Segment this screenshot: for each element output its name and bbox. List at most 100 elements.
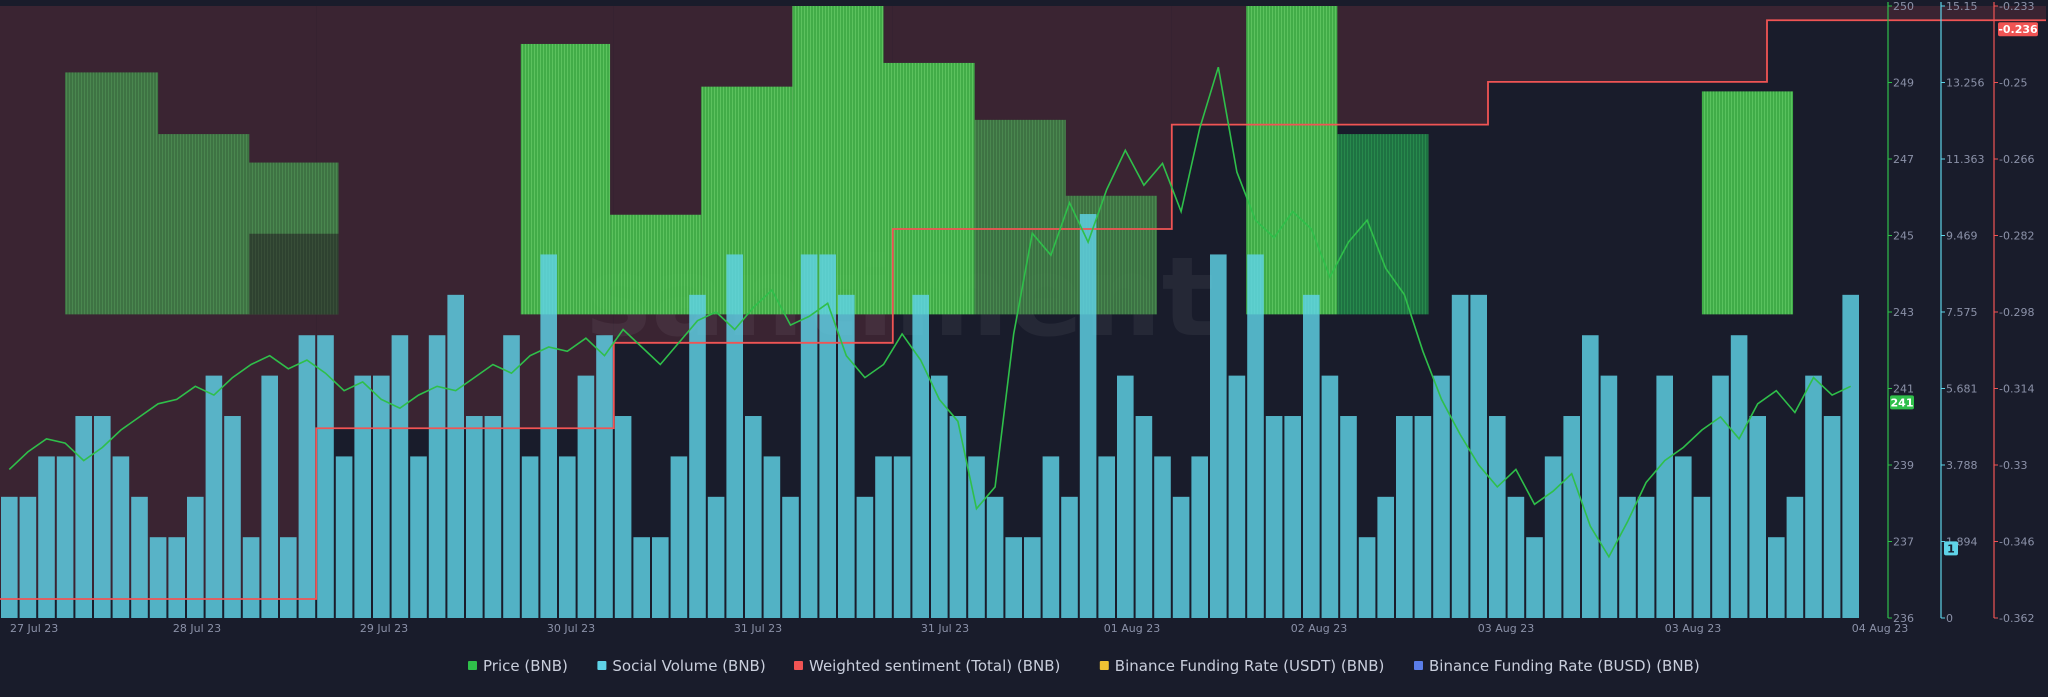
social-volume-bar [56, 456, 74, 618]
social-volume-bar [298, 335, 316, 618]
sentiment-badge-value: -0.236 [1998, 23, 2038, 36]
social-volume-bar [19, 496, 37, 618]
social-volume-bar [652, 537, 669, 618]
social-volume-bar [763, 456, 781, 618]
social-volume-bar [1414, 416, 1432, 618]
social-volume-bar [1358, 537, 1376, 618]
social-volume-bar [670, 456, 688, 618]
social-volume-bar [1656, 375, 1673, 618]
social-volume-bar [1117, 375, 1134, 618]
social-volume-bar [1600, 375, 1618, 618]
legend-swatch [1099, 661, 1109, 670]
social-volume-bar [1805, 375, 1822, 618]
price-axis-label: 236 [1893, 612, 1914, 625]
funding-rate-block [158, 134, 250, 315]
social-badge [1944, 541, 1958, 556]
legend-swatch [468, 661, 477, 670]
social-volume-bar [782, 496, 799, 618]
x-tick-label: 03 Aug 23 [1665, 622, 1721, 635]
social-volume-bar [1823, 416, 1841, 618]
sentiment-axis-label: -0.362 [1999, 612, 2034, 625]
social-volume-bar [466, 416, 483, 618]
legend-item: Binance Funding Rate (BUSD) (BNB) [1414, 657, 1700, 675]
x-tick-label: 29 Jul 23 [360, 622, 408, 635]
social-volume-bar [1489, 416, 1506, 618]
social-volume-bar [224, 416, 241, 618]
social-volume-bar [1786, 496, 1804, 618]
social-volume-bar [931, 375, 948, 618]
legend-label: Binance Funding Rate (BUSD) (BNB) [1429, 657, 1700, 675]
social-volume-bar [596, 335, 613, 618]
social-volume-bar [1749, 416, 1766, 618]
funding-rate-block [520, 43, 611, 315]
social-volume-bar [521, 456, 539, 618]
social-volume-bar [447, 294, 464, 618]
funding-rate-block [65, 72, 159, 315]
social-volume-bar [1377, 496, 1394, 618]
social-volume-bar [1544, 456, 1562, 618]
social-volume-bar [689, 294, 706, 618]
social-volume-bar [1024, 537, 1041, 618]
legend-label: Price (BNB) [483, 657, 568, 675]
social-volume-bar [1563, 416, 1580, 618]
social-volume-bar [1637, 496, 1655, 618]
funding-rate-block [1701, 91, 1794, 315]
social-volume-bar [856, 496, 874, 618]
social-volume-bar [1154, 456, 1171, 618]
social-volume-bar [540, 254, 557, 618]
social-volume-bar [577, 375, 595, 618]
social-volume-bar [838, 294, 855, 618]
sentiment-area-segment [1767, 6, 2046, 21]
social-volume-bar [559, 456, 576, 618]
legend-label: Weighted sentiment (Total) (BNB) [809, 657, 1060, 675]
price-axis-label: 243 [1893, 306, 1914, 319]
social-volume-bar [1005, 537, 1022, 618]
social-volume-bar [800, 254, 818, 618]
social-volume-bar [1191, 456, 1208, 618]
price-axis-label: 247 [1893, 153, 1914, 166]
social-volume-bar [1768, 537, 1785, 618]
social-volume-bar [1451, 294, 1469, 618]
social-volume-bar [410, 456, 427, 618]
legend-item: Weighted sentiment (Total) (BNB) [794, 657, 1060, 675]
social-volume-bar [1340, 416, 1357, 618]
social-volume-bar [1582, 335, 1599, 618]
social-axis-label: 11.363 [1946, 153, 1985, 166]
social-volume-bar [94, 416, 111, 618]
social-volume-bar [968, 456, 985, 618]
social-volume-bar [1228, 375, 1246, 618]
sentiment-axis-label: -0.346 [1999, 536, 2034, 549]
x-tick-label: 04 Aug 23 [1852, 622, 1908, 635]
social-volume-bar [484, 416, 502, 618]
social-volume-bar [1284, 416, 1301, 618]
social-volume-bar [1526, 537, 1543, 618]
price-line-layer [8, 66, 1852, 559]
social-axis-label: 15.15 [1946, 0, 1978, 13]
social-volume-bar [1693, 496, 1711, 618]
funding-rate-block [701, 86, 793, 315]
social-volume-bar [131, 496, 148, 618]
sentiment-axis-label: -0.298 [1999, 306, 2034, 319]
social-volume-bar [1470, 294, 1487, 618]
price-badge-value: 241 [1891, 396, 1914, 409]
social-volume-bar [1098, 456, 1115, 618]
social-volume-bar [912, 294, 929, 618]
social-axis-label: 5.681 [1946, 383, 1978, 396]
social-volume-bar [1730, 335, 1748, 618]
social-volume-bar [335, 456, 353, 618]
legend-swatch [794, 661, 803, 670]
social-volume-bar [428, 335, 446, 618]
social-volume-bar [1321, 375, 1339, 618]
social-volume-bar [726, 254, 743, 618]
social-volume-bar [112, 456, 130, 618]
social-volume-bar [354, 375, 371, 618]
social-badge-value: 1 [1947, 542, 1955, 555]
social-volume-bar [745, 416, 762, 618]
social-volume-bar [149, 537, 167, 618]
social-volume-bar [280, 537, 297, 618]
social-axis-label: 0 [1946, 612, 1953, 625]
social-volume-bars [1, 214, 1859, 618]
sentiment-axis-label: -0.282 [1999, 230, 2034, 243]
funding-rate-block [249, 233, 339, 315]
sentiment-line-layer [0, 19, 2046, 600]
